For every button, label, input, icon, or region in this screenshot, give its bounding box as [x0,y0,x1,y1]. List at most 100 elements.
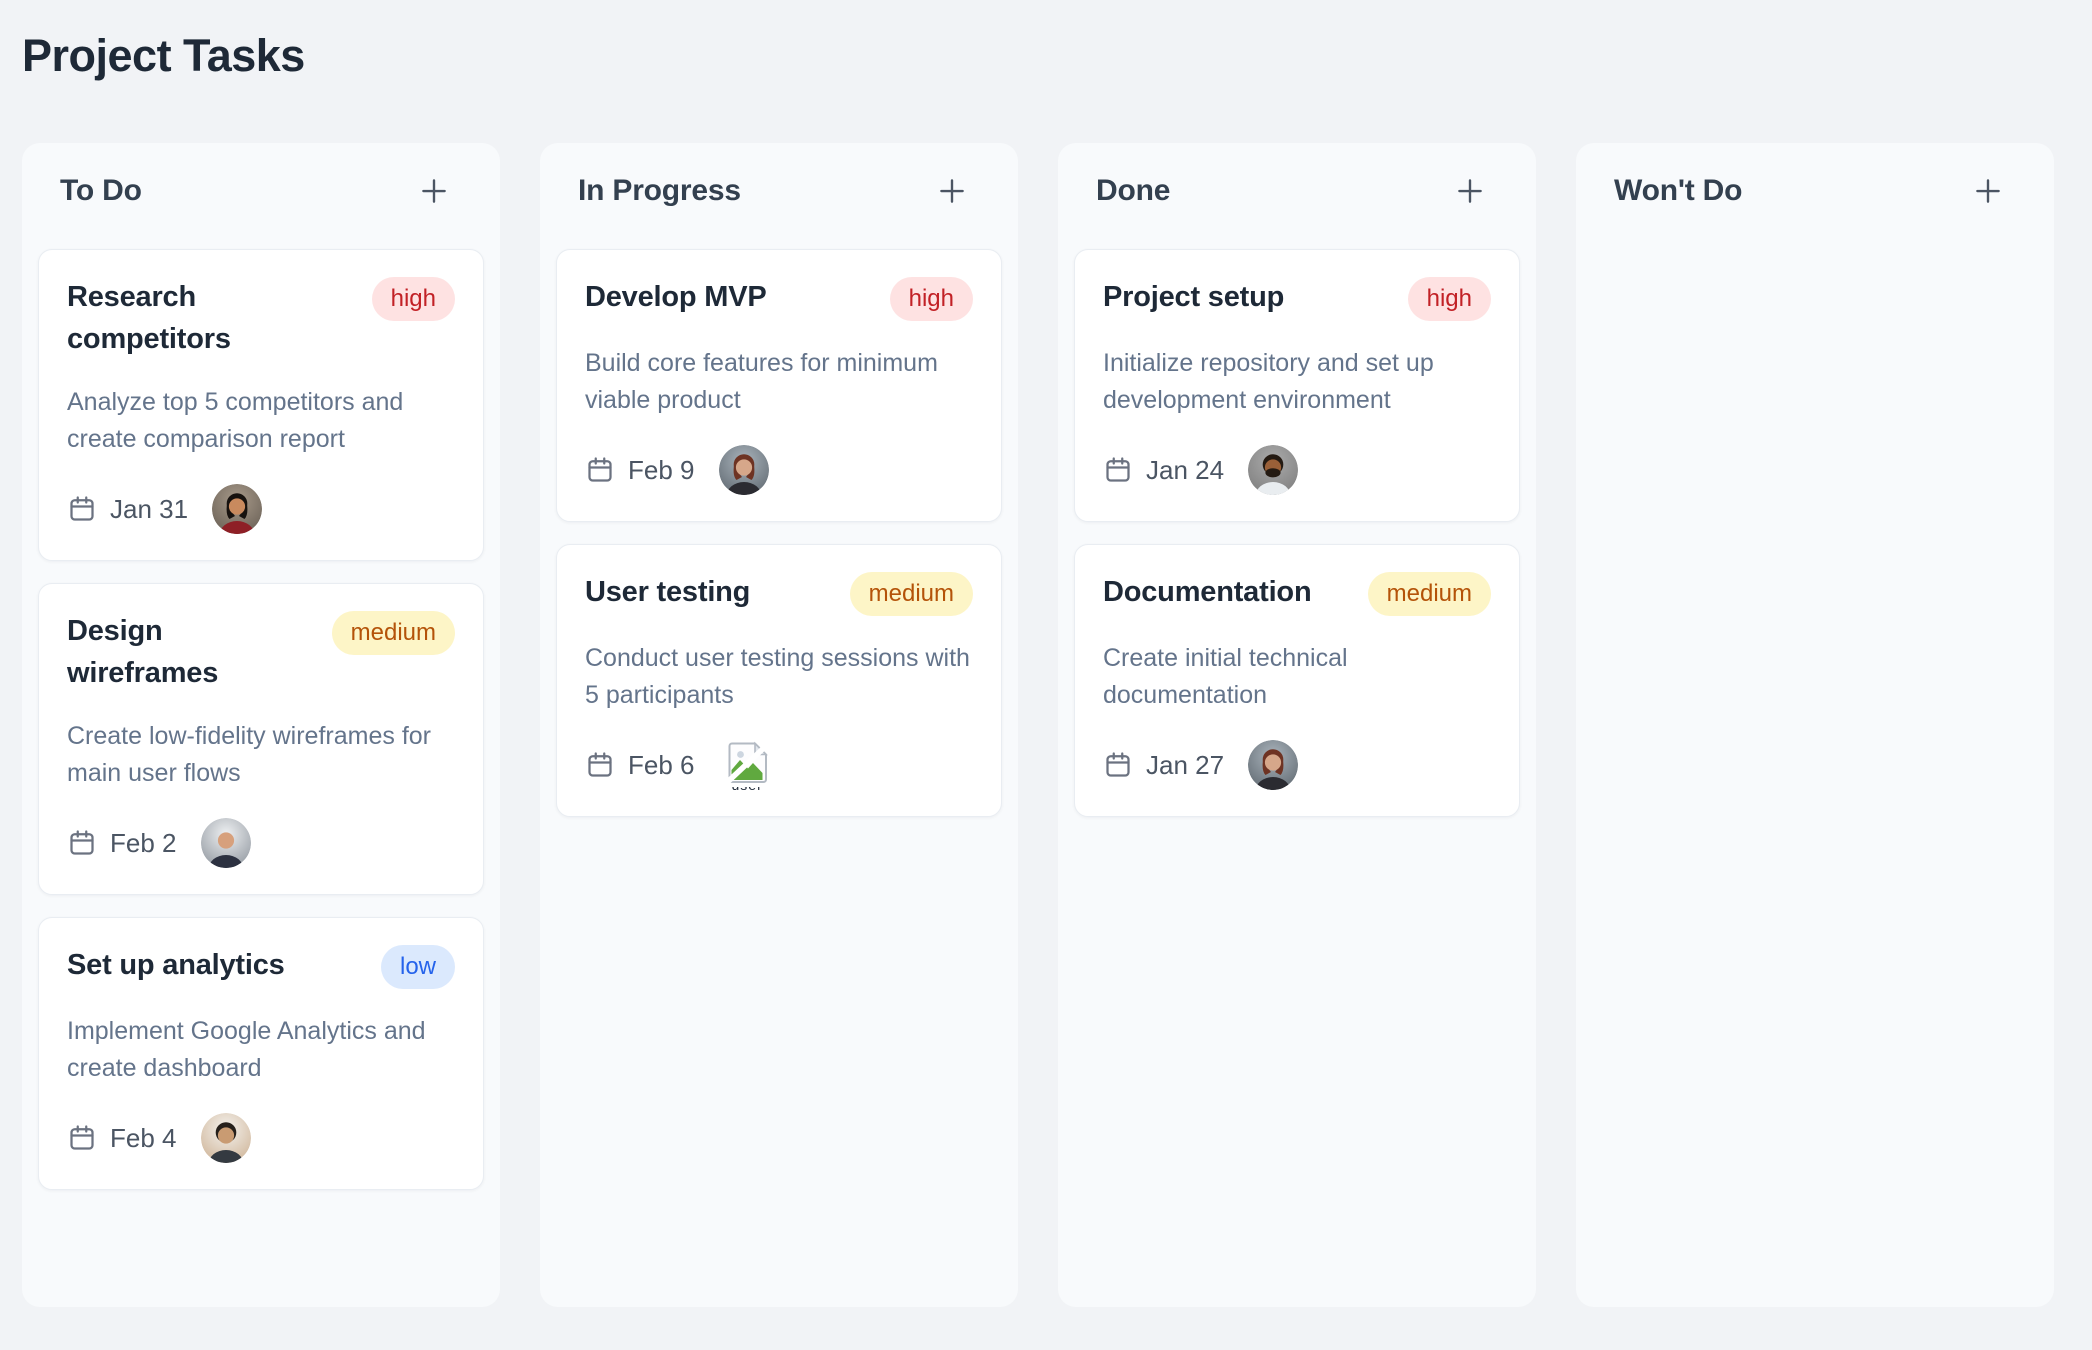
priority-badge: high [889,277,973,321]
due-date: Jan 31 [67,494,188,525]
card-header: Documentation medium [1103,571,1491,616]
column-title: To Do [60,174,142,207]
add-card-button[interactable] [412,169,456,213]
card-title: Set up analytics [67,949,285,981]
card-description: Build core features for minimum viable p… [585,349,938,414]
due-date: Jan 24 [1103,455,1224,486]
card-footer: Feb 9 [585,445,973,495]
due-date-text: Jan 31 [110,493,189,524]
kanban-column: To Do Research competitors high Analyze … [22,143,500,1307]
card-header: Project setup high [1103,276,1491,321]
card-title: User testing [585,576,751,608]
priority-badge: medium [331,611,455,655]
kanban-board: To Do Research competitors high Analyze … [22,143,2070,1307]
calendar-icon [1106,457,1130,482]
priority-badge: medium [849,572,973,616]
kanban-column: Done Project setup high Initialize repos… [1058,143,1536,1307]
card-title: Documentation [1103,576,1312,608]
card-header: User testing medium [585,571,973,616]
card-list: Research competitors high Analyze top 5 … [38,249,484,1190]
task-card[interactable]: User testing medium Conduct user testing… [556,544,1002,817]
add-card-button[interactable] [930,169,974,213]
task-card[interactable]: Set up analytics low Implement Google An… [38,917,484,1190]
assignee-avatar [200,1113,251,1163]
card-footer: Feb 6 user av [585,740,973,793]
card-title: Project setup [1103,281,1285,313]
assignee-avatar-wrap [1248,445,1299,495]
column-header: Won't Do [1614,169,2010,213]
card-footer: Feb 2 [67,818,455,868]
assignee-avatar [1248,445,1299,495]
due-date: Jan 27 [1103,750,1224,781]
task-card[interactable]: Documentation medium Create initial tech… [1074,544,1520,817]
card-footer: Feb 4 [67,1113,455,1163]
plus-icon [422,179,446,203]
calendar-icon [70,496,94,521]
column-header: Done [1096,169,1492,213]
broken-avatar: user av [721,741,777,796]
card-description: Initialize repository and set up develop… [1103,349,1434,414]
card-title: Design wireframes [67,615,219,689]
assignee-avatar [200,818,251,868]
due-date-text: Feb 4 [110,1122,177,1153]
card-description: Create initial technical documentation [1103,644,1348,709]
due-date: Feb 6 [585,750,695,781]
card-list: Develop MVP high Build core features for… [556,249,1002,817]
card-title: Research competitors [67,281,231,355]
plus-icon [940,179,964,203]
kanban-page: Project Tasks To Do Research competitors… [22,30,2070,1307]
card-footer: Jan 24 [1103,445,1491,495]
kanban-column: Won't Do [1576,143,2054,1307]
kanban-column: In Progress Develop MVP high Build core … [540,143,1018,1307]
due-date: Feb 2 [67,828,177,859]
assignee-avatar [718,445,769,495]
add-card-button[interactable] [1966,169,2010,213]
calendar-icon [588,457,612,482]
priority-badge: high [371,277,455,321]
card-header: Research competitors high [67,276,455,360]
card-description: Implement Google Analytics and create da… [67,1017,426,1082]
task-card[interactable]: Project setup high Initialize repository… [1074,249,1520,522]
column-title: Done [1096,174,1171,207]
calendar-icon [70,1125,94,1150]
column-header: To Do [60,169,456,213]
card-description: Create low-fidelity wireframes for main … [67,722,431,787]
task-card[interactable]: Develop MVP high Build core features for… [556,249,1002,522]
due-date-text: Jan 27 [1146,749,1225,780]
assignee-avatar-wrap [200,818,251,868]
task-card[interactable]: Design wireframes medium Create low-fide… [38,583,484,895]
card-header: Design wireframes medium [67,610,455,694]
column-header: In Progress [578,169,974,213]
plus-icon [1458,179,1482,203]
assignee-avatar [1248,740,1299,790]
column-title: In Progress [578,174,741,207]
column-title: Won't Do [1614,174,1743,207]
priority-badge: high [1407,277,1491,321]
calendar-icon [1106,752,1130,777]
assignee-avatar [212,484,263,534]
add-card-button[interactable] [1448,169,1492,213]
due-date-text: Feb 9 [628,454,695,485]
priority-badge: medium [1367,572,1491,616]
calendar-icon [588,752,612,777]
card-description: Analyze top 5 competitors and create com… [67,388,404,453]
due-date-text: Jan 24 [1146,454,1225,485]
due-date: Feb 9 [585,455,695,486]
plus-icon [1976,179,2000,203]
calendar-icon [70,830,94,855]
assignee-avatar-wrap [212,484,263,534]
broken-image-icon [725,741,769,784]
assignee-avatar-wrap [718,445,769,495]
assignee-avatar-wrap [200,1113,251,1163]
due-date: Feb 4 [67,1123,177,1154]
avatar-alt-text: user av [732,787,766,796]
task-card[interactable]: Research competitors high Analyze top 5 … [38,249,484,561]
card-header: Develop MVP high [585,276,973,321]
assignee-avatar-wrap [1248,740,1299,790]
card-footer: Jan 27 [1103,740,1491,790]
due-date-text: Feb 6 [628,749,695,780]
due-date-text: Feb 2 [110,827,177,858]
card-list: Project setup high Initialize repository… [1074,249,1520,817]
card-footer: Jan 31 [67,484,455,534]
card-title: Develop MVP [585,281,767,313]
